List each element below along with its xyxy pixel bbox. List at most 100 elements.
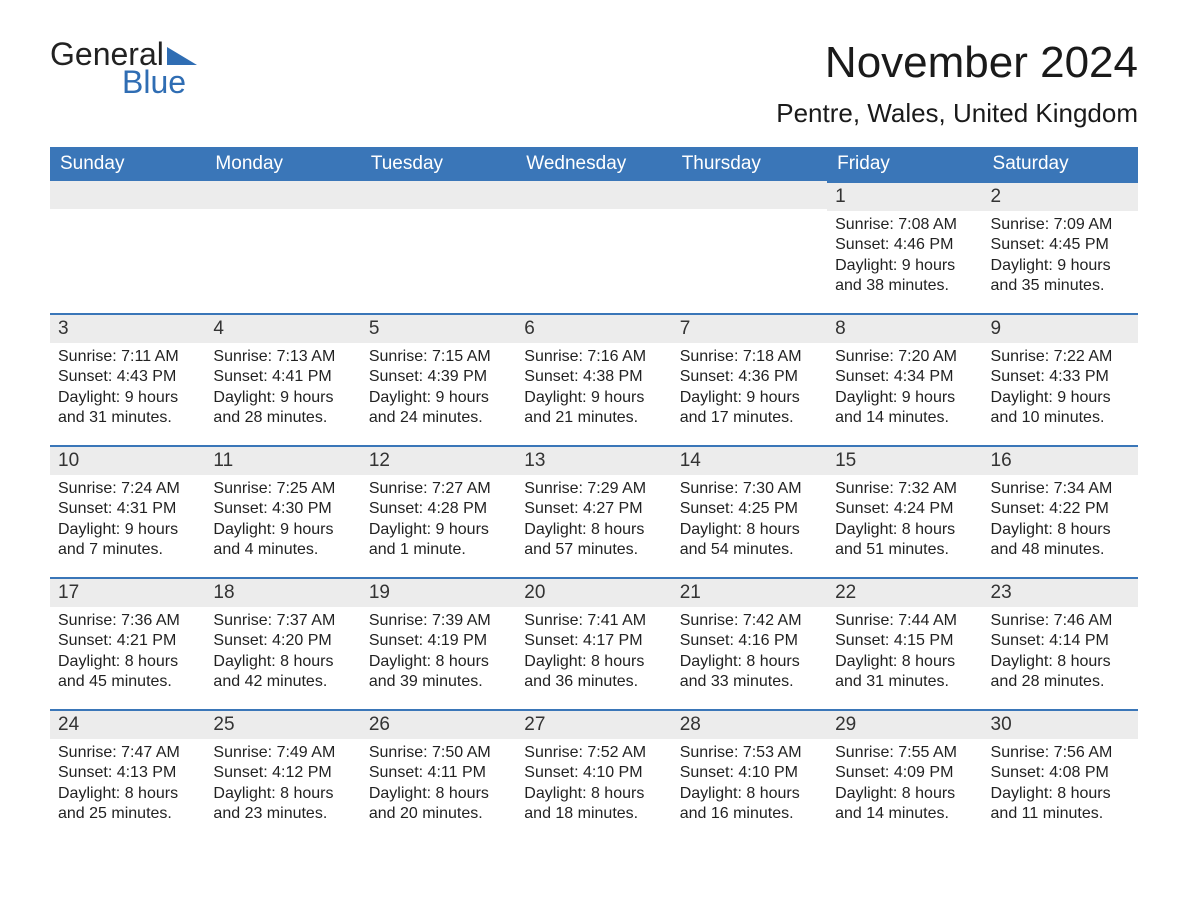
- daylight-line1: Daylight: 8 hours: [835, 652, 974, 672]
- daylight-line2: and 20 minutes.: [369, 804, 508, 824]
- weekday-header: Thursday: [672, 147, 827, 181]
- sunrise-text: Sunrise: 7:29 AM: [524, 479, 663, 499]
- calendar-day-cell: [361, 181, 516, 313]
- brand-logo: General Blue: [50, 38, 197, 98]
- sunrise-text: Sunrise: 7:53 AM: [680, 743, 819, 763]
- day-details: Sunrise: 7:55 AMSunset: 4:09 PMDaylight:…: [827, 739, 982, 833]
- sunset-text: Sunset: 4:11 PM: [369, 763, 508, 783]
- daylight-line1: Daylight: 9 hours: [369, 388, 508, 408]
- day-details: Sunrise: 7:18 AMSunset: 4:36 PMDaylight:…: [672, 343, 827, 437]
- weekday-header: Friday: [827, 147, 982, 181]
- day-details: Sunrise: 7:56 AMSunset: 4:08 PMDaylight:…: [983, 739, 1138, 833]
- calendar-day-cell: 3Sunrise: 7:11 AMSunset: 4:43 PMDaylight…: [50, 313, 205, 445]
- day-number: 28: [672, 709, 827, 739]
- day-details: Sunrise: 7:41 AMSunset: 4:17 PMDaylight:…: [516, 607, 671, 701]
- sunset-text: Sunset: 4:34 PM: [835, 367, 974, 387]
- daylight-line1: Daylight: 8 hours: [835, 520, 974, 540]
- calendar-day-cell: 27Sunrise: 7:52 AMSunset: 4:10 PMDayligh…: [516, 709, 671, 841]
- sunset-text: Sunset: 4:14 PM: [991, 631, 1130, 651]
- calendar-day-cell: 2Sunrise: 7:09 AMSunset: 4:45 PMDaylight…: [983, 181, 1138, 313]
- day-details: Sunrise: 7:34 AMSunset: 4:22 PMDaylight:…: [983, 475, 1138, 569]
- daylight-line1: Daylight: 9 hours: [991, 388, 1130, 408]
- day-number-empty: [516, 181, 671, 209]
- daylight-line2: and 14 minutes.: [835, 804, 974, 824]
- weekday-header: Saturday: [983, 147, 1138, 181]
- brand-word2: Blue: [50, 66, 197, 98]
- daylight-line1: Daylight: 9 hours: [524, 388, 663, 408]
- daylight-line2: and 31 minutes.: [58, 408, 197, 428]
- day-details: Sunrise: 7:53 AMSunset: 4:10 PMDaylight:…: [672, 739, 827, 833]
- daylight-line2: and 39 minutes.: [369, 672, 508, 692]
- daylight-line2: and 48 minutes.: [991, 540, 1130, 560]
- day-number-empty: [205, 181, 360, 209]
- daylight-line1: Daylight: 8 hours: [680, 784, 819, 804]
- day-details: Sunrise: 7:13 AMSunset: 4:41 PMDaylight:…: [205, 343, 360, 437]
- daylight-line1: Daylight: 9 hours: [369, 520, 508, 540]
- calendar-day-cell: 23Sunrise: 7:46 AMSunset: 4:14 PMDayligh…: [983, 577, 1138, 709]
- calendar-week-row: 1Sunrise: 7:08 AMSunset: 4:46 PMDaylight…: [50, 181, 1138, 313]
- sunset-text: Sunset: 4:28 PM: [369, 499, 508, 519]
- daylight-line1: Daylight: 8 hours: [991, 784, 1130, 804]
- day-details: Sunrise: 7:20 AMSunset: 4:34 PMDaylight:…: [827, 343, 982, 437]
- calendar-day-cell: 1Sunrise: 7:08 AMSunset: 4:46 PMDaylight…: [827, 181, 982, 313]
- daylight-line2: and 38 minutes.: [835, 276, 974, 296]
- sunrise-text: Sunrise: 7:39 AM: [369, 611, 508, 631]
- sunrise-text: Sunrise: 7:09 AM: [991, 215, 1130, 235]
- sunrise-text: Sunrise: 7:25 AM: [213, 479, 352, 499]
- day-number: 26: [361, 709, 516, 739]
- calendar-day-cell: 14Sunrise: 7:30 AMSunset: 4:25 PMDayligh…: [672, 445, 827, 577]
- sunset-text: Sunset: 4:30 PM: [213, 499, 352, 519]
- daylight-line1: Daylight: 8 hours: [680, 520, 819, 540]
- day-details: Sunrise: 7:29 AMSunset: 4:27 PMDaylight:…: [516, 475, 671, 569]
- sunrise-text: Sunrise: 7:49 AM: [213, 743, 352, 763]
- day-number: 29: [827, 709, 982, 739]
- daylight-line1: Daylight: 8 hours: [213, 652, 352, 672]
- day-number: 1: [827, 181, 982, 211]
- daylight-line2: and 16 minutes.: [680, 804, 819, 824]
- day-number: 16: [983, 445, 1138, 475]
- day-number: 30: [983, 709, 1138, 739]
- logo-triangle-icon: [167, 47, 197, 65]
- calendar-week-row: 3Sunrise: 7:11 AMSunset: 4:43 PMDaylight…: [50, 313, 1138, 445]
- daylight-line2: and 23 minutes.: [213, 804, 352, 824]
- sunrise-text: Sunrise: 7:34 AM: [991, 479, 1130, 499]
- day-number: 2: [983, 181, 1138, 211]
- sunrise-text: Sunrise: 7:36 AM: [58, 611, 197, 631]
- daylight-line1: Daylight: 8 hours: [369, 784, 508, 804]
- calendar-day-cell: 26Sunrise: 7:50 AMSunset: 4:11 PMDayligh…: [361, 709, 516, 841]
- calendar-day-cell: [205, 181, 360, 313]
- calendar-day-cell: 9Sunrise: 7:22 AMSunset: 4:33 PMDaylight…: [983, 313, 1138, 445]
- sunset-text: Sunset: 4:10 PM: [524, 763, 663, 783]
- calendar-day-cell: 28Sunrise: 7:53 AMSunset: 4:10 PMDayligh…: [672, 709, 827, 841]
- sunset-text: Sunset: 4:25 PM: [680, 499, 819, 519]
- daylight-line1: Daylight: 9 hours: [991, 256, 1130, 276]
- day-number: 9: [983, 313, 1138, 343]
- sunrise-text: Sunrise: 7:42 AM: [680, 611, 819, 631]
- day-details: Sunrise: 7:47 AMSunset: 4:13 PMDaylight:…: [50, 739, 205, 833]
- sunset-text: Sunset: 4:41 PM: [213, 367, 352, 387]
- location-subtitle: Pentre, Wales, United Kingdom: [776, 98, 1138, 129]
- sunrise-text: Sunrise: 7:27 AM: [369, 479, 508, 499]
- day-number: 15: [827, 445, 982, 475]
- sunset-text: Sunset: 4:09 PM: [835, 763, 974, 783]
- day-details: Sunrise: 7:11 AMSunset: 4:43 PMDaylight:…: [50, 343, 205, 437]
- sunrise-text: Sunrise: 7:44 AM: [835, 611, 974, 631]
- calendar-day-cell: 6Sunrise: 7:16 AMSunset: 4:38 PMDaylight…: [516, 313, 671, 445]
- sunset-text: Sunset: 4:24 PM: [835, 499, 974, 519]
- daylight-line1: Daylight: 9 hours: [213, 388, 352, 408]
- sunrise-text: Sunrise: 7:32 AM: [835, 479, 974, 499]
- daylight-line1: Daylight: 8 hours: [524, 652, 663, 672]
- sunset-text: Sunset: 4:36 PM: [680, 367, 819, 387]
- sunrise-text: Sunrise: 7:37 AM: [213, 611, 352, 631]
- daylight-line2: and 33 minutes.: [680, 672, 819, 692]
- daylight-line2: and 1 minute.: [369, 540, 508, 560]
- day-details: Sunrise: 7:08 AMSunset: 4:46 PMDaylight:…: [827, 211, 982, 305]
- day-number-empty: [361, 181, 516, 209]
- sunset-text: Sunset: 4:10 PM: [680, 763, 819, 783]
- calendar-day-cell: 12Sunrise: 7:27 AMSunset: 4:28 PMDayligh…: [361, 445, 516, 577]
- day-details: Sunrise: 7:46 AMSunset: 4:14 PMDaylight:…: [983, 607, 1138, 701]
- day-details: Sunrise: 7:24 AMSunset: 4:31 PMDaylight:…: [50, 475, 205, 569]
- sunset-text: Sunset: 4:21 PM: [58, 631, 197, 651]
- daylight-line2: and 35 minutes.: [991, 276, 1130, 296]
- daylight-line2: and 42 minutes.: [213, 672, 352, 692]
